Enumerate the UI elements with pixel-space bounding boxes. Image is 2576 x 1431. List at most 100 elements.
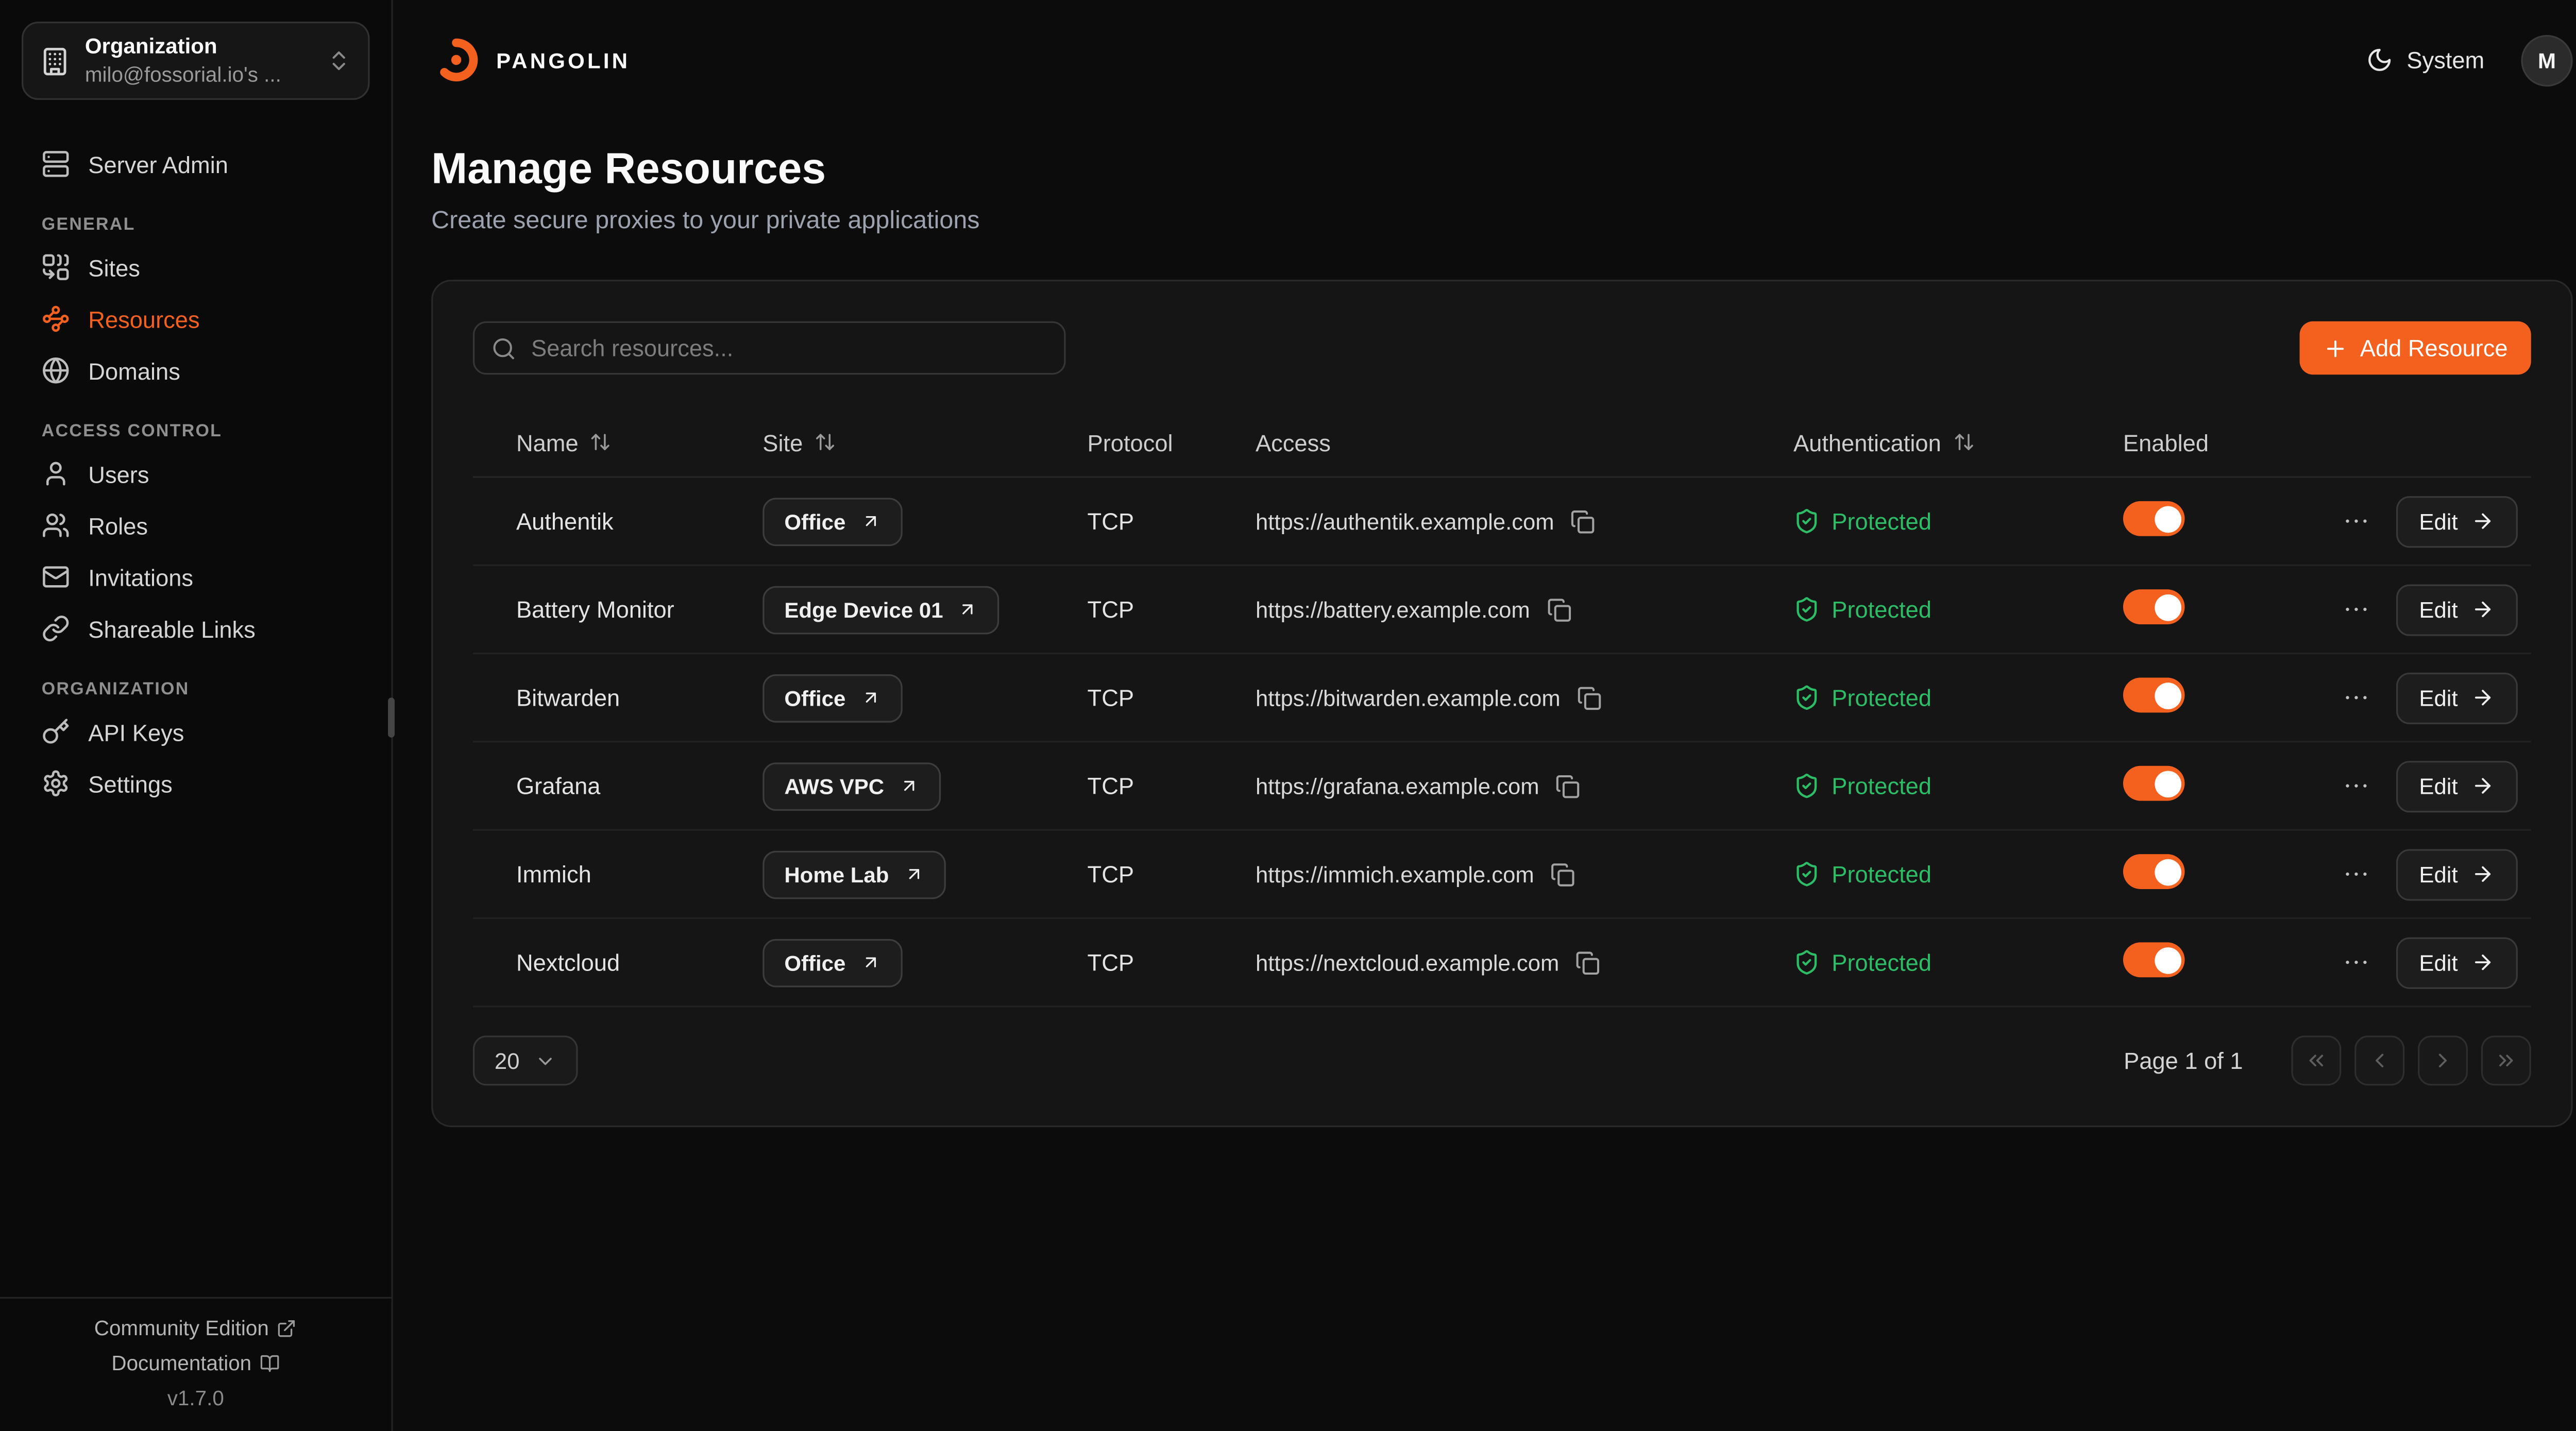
enabled-toggle[interactable]: [2123, 678, 2185, 713]
column-header-authentication[interactable]: Authentication: [1793, 429, 2123, 456]
column-header-site[interactable]: Site: [762, 429, 1087, 456]
copy-icon: [1551, 862, 1575, 887]
access-url: https://authentik.example.com: [1256, 509, 1554, 534]
edit-button[interactable]: Edit: [2396, 584, 2518, 636]
avatar[interactable]: M: [2521, 34, 2573, 86]
search-input[interactable]: [472, 321, 1066, 375]
arrow-right-icon: [2471, 775, 2494, 798]
org-selector[interactable]: Organization milo@fossorial.io's ...: [22, 22, 370, 100]
access-cell: https://nextcloud.example.com: [1256, 950, 1793, 975]
site-link-button[interactable]: Office: [762, 673, 903, 722]
section-label-general: GENERAL: [41, 215, 135, 235]
sidebar-item-label: Shareable Links: [88, 615, 256, 642]
resource-name: Nextcloud: [516, 949, 620, 976]
shield-check-icon: [1793, 861, 1820, 888]
site-link-button[interactable]: Office: [762, 497, 903, 546]
edit-label: Edit: [2419, 509, 2458, 534]
arrow-right-icon: [2471, 863, 2494, 886]
row-menu-button[interactable]: [2341, 683, 2370, 713]
column-header-name[interactable]: Name: [516, 429, 762, 456]
waypoints-icon: [42, 305, 70, 333]
site-link-button[interactable]: Home Lab: [762, 850, 946, 899]
chevron-left-icon: [2368, 1049, 2391, 1072]
sidebar-item-roles[interactable]: Roles: [22, 500, 370, 551]
table-row: Immich Home Lab TCP https://immich.examp…: [472, 831, 2531, 919]
enabled-toggle[interactable]: [2123, 854, 2185, 890]
enabled-cell: [2123, 501, 2333, 541]
toggle-knob: [2154, 505, 2181, 533]
copy-url-button[interactable]: [1547, 597, 1571, 622]
site-label: Office: [784, 950, 846, 976]
page-size-select[interactable]: 20: [472, 1035, 578, 1086]
row-menu-button[interactable]: [2341, 506, 2370, 536]
community-edition-link[interactable]: Community Edition: [94, 1316, 297, 1340]
brand[interactable]: PANGOLIN: [431, 35, 630, 85]
external-link-icon: [277, 1318, 297, 1338]
sidebar-item-users[interactable]: Users: [22, 448, 370, 500]
pagination: Page 1 of 1: [2124, 1035, 2531, 1086]
enabled-toggle[interactable]: [2123, 589, 2185, 625]
row-menu-button[interactable]: [2341, 771, 2370, 801]
edit-button[interactable]: Edit: [2396, 760, 2518, 812]
arrow-right-icon: [2471, 686, 2494, 709]
copy-url-button[interactable]: [1577, 686, 1602, 710]
edit-button[interactable]: Edit: [2396, 672, 2518, 724]
page-title: Manage Resources: [431, 143, 826, 193]
sidebar-item-server-admin[interactable]: Server Admin: [22, 139, 370, 190]
arrow-right-icon: [2471, 510, 2494, 533]
documentation-link[interactable]: Documentation: [111, 1351, 280, 1374]
sidebar-item-sites[interactable]: Sites: [22, 242, 370, 293]
globe-icon: [42, 356, 70, 385]
copy-url-button[interactable]: [1556, 774, 1581, 798]
sort-icon: [1953, 432, 1974, 453]
site-label: AWS VPC: [784, 773, 885, 799]
row-menu-button[interactable]: [2341, 859, 2370, 889]
row-menu-button[interactable]: [2341, 948, 2370, 978]
site-label: Office: [784, 509, 846, 534]
protocol-cell: TCP: [1087, 861, 1134, 888]
site-link-button[interactable]: AWS VPC: [762, 762, 941, 811]
site-link-button[interactable]: Edge Device 01: [762, 585, 1000, 634]
enabled-cell: [2123, 589, 2333, 630]
sidebar-item-label: Resources: [88, 305, 200, 333]
ellipsis-icon: [2341, 683, 2370, 713]
toggle-knob: [2154, 682, 2181, 709]
first-page-button[interactable]: [2291, 1035, 2342, 1086]
table-row: Authentik Office TCP https://authentik.e…: [472, 478, 2531, 567]
enabled-toggle[interactable]: [2123, 766, 2185, 802]
sidebar-item-shareable-links[interactable]: Shareable Links: [22, 603, 370, 654]
copy-url-button[interactable]: [1571, 509, 1596, 534]
shield-check-icon: [1793, 685, 1820, 711]
theme-selector[interactable]: System: [2367, 46, 2484, 73]
resource-name: Authentik: [516, 508, 614, 535]
next-page-button[interactable]: [2418, 1035, 2468, 1086]
sidebar-item-settings[interactable]: Settings: [22, 758, 370, 809]
version-label: v1.7.0: [167, 1386, 224, 1410]
arrow-up-right-icon: [860, 688, 880, 708]
sidebar-item-resources[interactable]: Resources: [22, 293, 370, 345]
enabled-toggle[interactable]: [2123, 501, 2185, 537]
row-menu-button[interactable]: [2341, 594, 2370, 624]
sidebar-item-domains[interactable]: Domains: [22, 345, 370, 396]
copy-url-button[interactable]: [1551, 862, 1575, 887]
enabled-toggle[interactable]: [2123, 942, 2185, 978]
sidebar-item-invitations[interactable]: Invitations: [22, 551, 370, 603]
edit-button[interactable]: Edit: [2396, 496, 2518, 548]
site-link-button[interactable]: Office: [762, 938, 903, 987]
resource-name: Battery Monitor: [516, 596, 674, 623]
sidebar-item-api-keys[interactable]: API Keys: [22, 706, 370, 758]
copy-url-button[interactable]: [1576, 950, 1601, 975]
auth-status-label: Protected: [1832, 773, 1932, 800]
authentication-cell: Protected: [1793, 861, 2123, 888]
add-resource-button[interactable]: Add Resource: [2300, 321, 2531, 375]
edit-button[interactable]: Edit: [2396, 848, 2518, 900]
sidebar-item-label: Users: [88, 461, 149, 487]
sidebar: Organization milo@fossorial.io's ... Ser…: [0, 0, 395, 1431]
edit-button[interactable]: Edit: [2396, 936, 2518, 989]
access-url: https://immich.example.com: [1256, 862, 1534, 887]
sidebar-resize-handle[interactable]: [388, 697, 395, 738]
arrow-up-right-icon: [860, 952, 880, 973]
last-page-button[interactable]: [2481, 1035, 2531, 1086]
previous-page-button[interactable]: [2354, 1035, 2405, 1086]
topbar-right: System M: [2367, 34, 2573, 86]
